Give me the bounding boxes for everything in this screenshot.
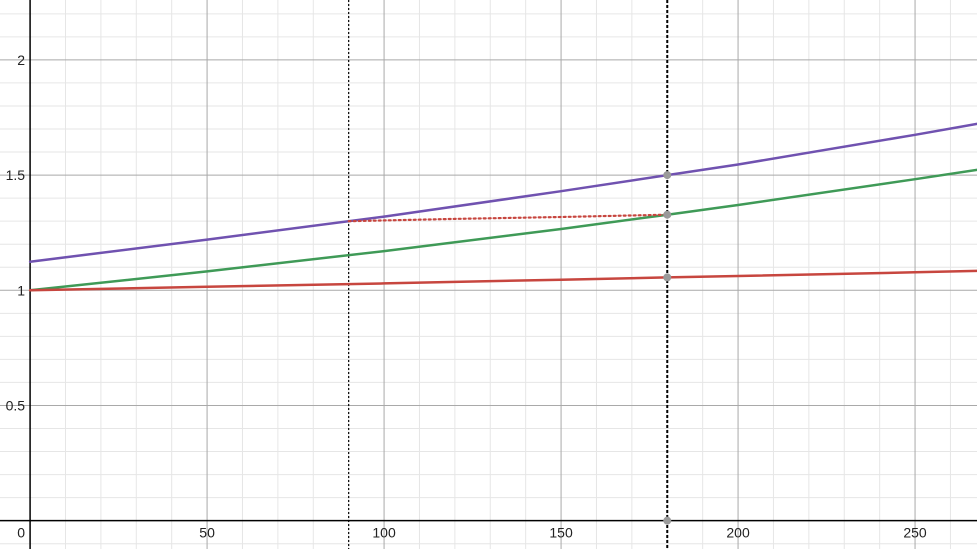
point-marker [663,210,672,219]
series-group [28,122,977,292]
x-tick-label: 200 [726,525,750,541]
point-marker [663,171,672,180]
x-tick-label: 50 [199,525,215,541]
vertical-reference-lines [348,0,669,549]
x-tick-label: 100 [372,525,396,541]
series-line-2 [28,168,977,292]
series-line-1 [28,122,977,263]
y-tick-label: 2 [17,52,25,68]
point-markers [663,171,672,525]
tick-labels: 0 50 100 150 200 250 0.5 1 1.5 2 [6,52,927,541]
series-line-3 [28,269,977,292]
series-line-4 [347,213,669,223]
y-tick-label: 1.5 [6,167,26,183]
point-marker [663,273,672,282]
x-tick-label: 250 [903,525,927,541]
point-marker [663,516,672,525]
x-tick-label: 150 [549,525,573,541]
y-tick-label: 0.5 [6,397,26,413]
y-tick-label: 1 [17,282,25,298]
origin-tick-label: 0 [17,525,25,541]
